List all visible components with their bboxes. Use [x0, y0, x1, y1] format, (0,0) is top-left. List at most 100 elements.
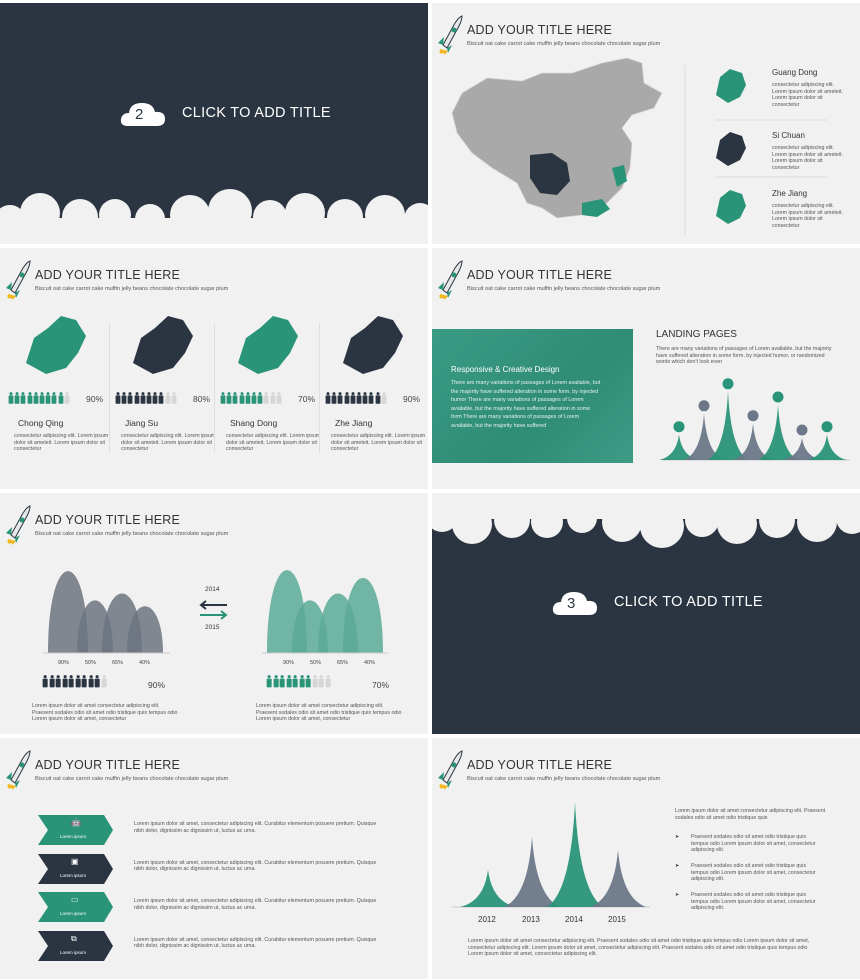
person-icon: [94, 675, 100, 688]
cloud-border: [0, 189, 428, 244]
arrow-tag[interactable]: [38, 853, 118, 886]
person-icon: [49, 675, 55, 688]
person-icon: [115, 392, 121, 404]
region-column[interactable]: 80% Jiang Su consectetur adipiscing elit. …: [109, 308, 215, 458]
region-percent: 90%: [403, 394, 421, 404]
province-map-icon: [716, 69, 746, 103]
person-icon: [51, 392, 57, 404]
arrow-item-text: Lorem ipsum dolor sit amet, consectetur …: [134, 936, 377, 950]
slide-section-2[interactable]: 2 CLICK TO ADD TITLE: [0, 3, 428, 244]
peak-dot: [722, 378, 734, 390]
person-icon: [62, 675, 68, 688]
province-map-icon: [716, 190, 746, 224]
person-icon: [368, 392, 374, 404]
region-map-icon: [26, 316, 86, 374]
region-map-icon: [238, 316, 298, 374]
person-icon: [318, 675, 324, 688]
person-icon: [286, 675, 292, 688]
arrow-item-text: Lorem ipsum dolor sit amet, consectetur …: [134, 859, 377, 873]
section-title[interactable]: CLICK TO ADD TITLE: [614, 594, 763, 610]
person-icon: [64, 392, 70, 404]
peak-mark: [708, 391, 748, 460]
slide-title[interactable]: ADD YOUR TITLE HERE: [35, 268, 181, 282]
slide-years[interactable]: ADD YOUR TITLE HERE Biscuit oat cake car…: [432, 738, 860, 979]
compare-percent: 70%: [372, 680, 390, 690]
slide-title[interactable]: ADD YOUR TITLE HERE: [467, 268, 613, 282]
person-icon: [81, 675, 87, 688]
slide-map[interactable]: ADD YOUR TITLE HERE Biscuit oat cake car…: [432, 3, 860, 244]
arch-label: 90%: [58, 660, 70, 666]
person-icon: [292, 675, 298, 688]
slide-compare[interactable]: ADD YOUR TITLE HERE Biscuit oat cake car…: [0, 493, 428, 734]
slide-subtitle: Biscuit oat cake carrot cake muffin jell…: [467, 286, 661, 292]
person-icon: [152, 392, 158, 404]
person-icon: [251, 392, 257, 404]
compare-text: Lorem ipsum dolor sit amet consectetur a…: [256, 703, 402, 723]
arrow-tag[interactable]: [38, 815, 118, 847]
region-percent: 70%: [298, 394, 316, 404]
year-label: 2013: [522, 915, 540, 924]
person-icon: [337, 392, 343, 404]
compare-text: Lorem ipsum dolor sit amet consectetur a…: [32, 703, 178, 723]
region-name: Jiang Su: [125, 418, 159, 428]
arrow-tag[interactable]: [38, 930, 118, 963]
person-icon: [263, 392, 269, 404]
province-name: Zhe Jiang: [772, 189, 808, 198]
region-column[interactable]: 90% Zhe Jiang consectetur adipiscing elit.…: [319, 308, 425, 458]
person-icon: [33, 392, 39, 404]
slide-title[interactable]: ADD YOUR TITLE HERE: [467, 23, 613, 37]
years-intro: Lorem ipsum dolor sit amet consectetur a…: [675, 808, 826, 821]
province-item[interactable]: Zhe Jiang consectetur adipiscing elit. Lo…: [712, 186, 852, 241]
province-item[interactable]: Si Chuan consectetur adipiscing elit. Lor…: [712, 128, 852, 183]
bullet-icon: ➤: [675, 863, 680, 869]
arch-mark: [48, 571, 88, 653]
peak-dot: [673, 421, 685, 433]
section-title[interactable]: CLICK TO ADD TITLE: [182, 105, 331, 121]
column-divider: [214, 323, 215, 453]
slide-regions[interactable]: ADD YOUR TITLE HERE Biscuit oat cake car…: [0, 248, 428, 489]
year-label: 2015: [608, 915, 626, 924]
people-row: [266, 675, 350, 688]
region-percent: 80%: [193, 394, 211, 404]
cloud-border: [432, 493, 860, 548]
bullet-icon: ➤: [675, 834, 680, 840]
person-icon: [232, 392, 238, 404]
province-item[interactable]: Guang Dong consectetur adipiscing elit. L…: [712, 65, 852, 120]
person-icon: [45, 392, 51, 404]
person-icon: [381, 392, 387, 404]
slide-section-3[interactable]: 3 CLICK TO ADD TITLE: [432, 493, 860, 734]
province-desc: consectetur adipiscing elit. Lorem ipsum…: [772, 203, 843, 229]
person-icon: [273, 675, 279, 688]
person-icon: [299, 675, 305, 688]
zhejiang-shape: [612, 165, 627, 187]
person-icon: [20, 392, 26, 404]
person-icon: [171, 392, 177, 404]
landing-text: There are many variations of passages of…: [656, 346, 832, 366]
cloud-icon: 2: [120, 100, 166, 128]
rocket-icon: [2, 505, 32, 545]
arrow-tag[interactable]: [38, 892, 118, 924]
arrow-tag-label: Lorem ipsum: [60, 872, 87, 878]
column-divider: [109, 323, 110, 453]
person-icon: [226, 392, 232, 404]
arrow-tag-label: Lorem ipsum: [60, 949, 87, 955]
arrow-item-text: Lorem ipsum dolor sit amet, consectetur …: [134, 898, 377, 911]
region-percent: 90%: [86, 394, 104, 404]
person-icon: [42, 675, 48, 688]
person-icon: [266, 675, 272, 688]
slide-arrows[interactable]: ADD YOUR TITLE HERE Biscuit oat cake car…: [0, 738, 428, 979]
province-map-icon: [716, 132, 746, 166]
arch-label: 40%: [139, 660, 151, 666]
rocket-icon: [2, 750, 32, 790]
person-icon: [220, 392, 226, 404]
person-icon: [375, 392, 380, 404]
region-column[interactable]: 70% Shang Dong consectetur adipiscing elit…: [214, 308, 320, 458]
region-column[interactable]: 90% Chong Qing consectetur adipiscing elit…: [8, 308, 108, 458]
slide-title[interactable]: ADD YOUR TITLE HERE: [35, 513, 181, 527]
slide-title[interactable]: ADD YOUR TITLE HERE: [35, 758, 181, 772]
slide-landing[interactable]: ADD YOUR TITLE HERE Biscuit oat cake car…: [432, 248, 860, 489]
sichuan-shape: [530, 153, 570, 195]
arch-label: 65%: [112, 660, 124, 666]
slide-title[interactable]: ADD YOUR TITLE HERE: [467, 758, 613, 772]
peak-dot: [796, 424, 808, 436]
